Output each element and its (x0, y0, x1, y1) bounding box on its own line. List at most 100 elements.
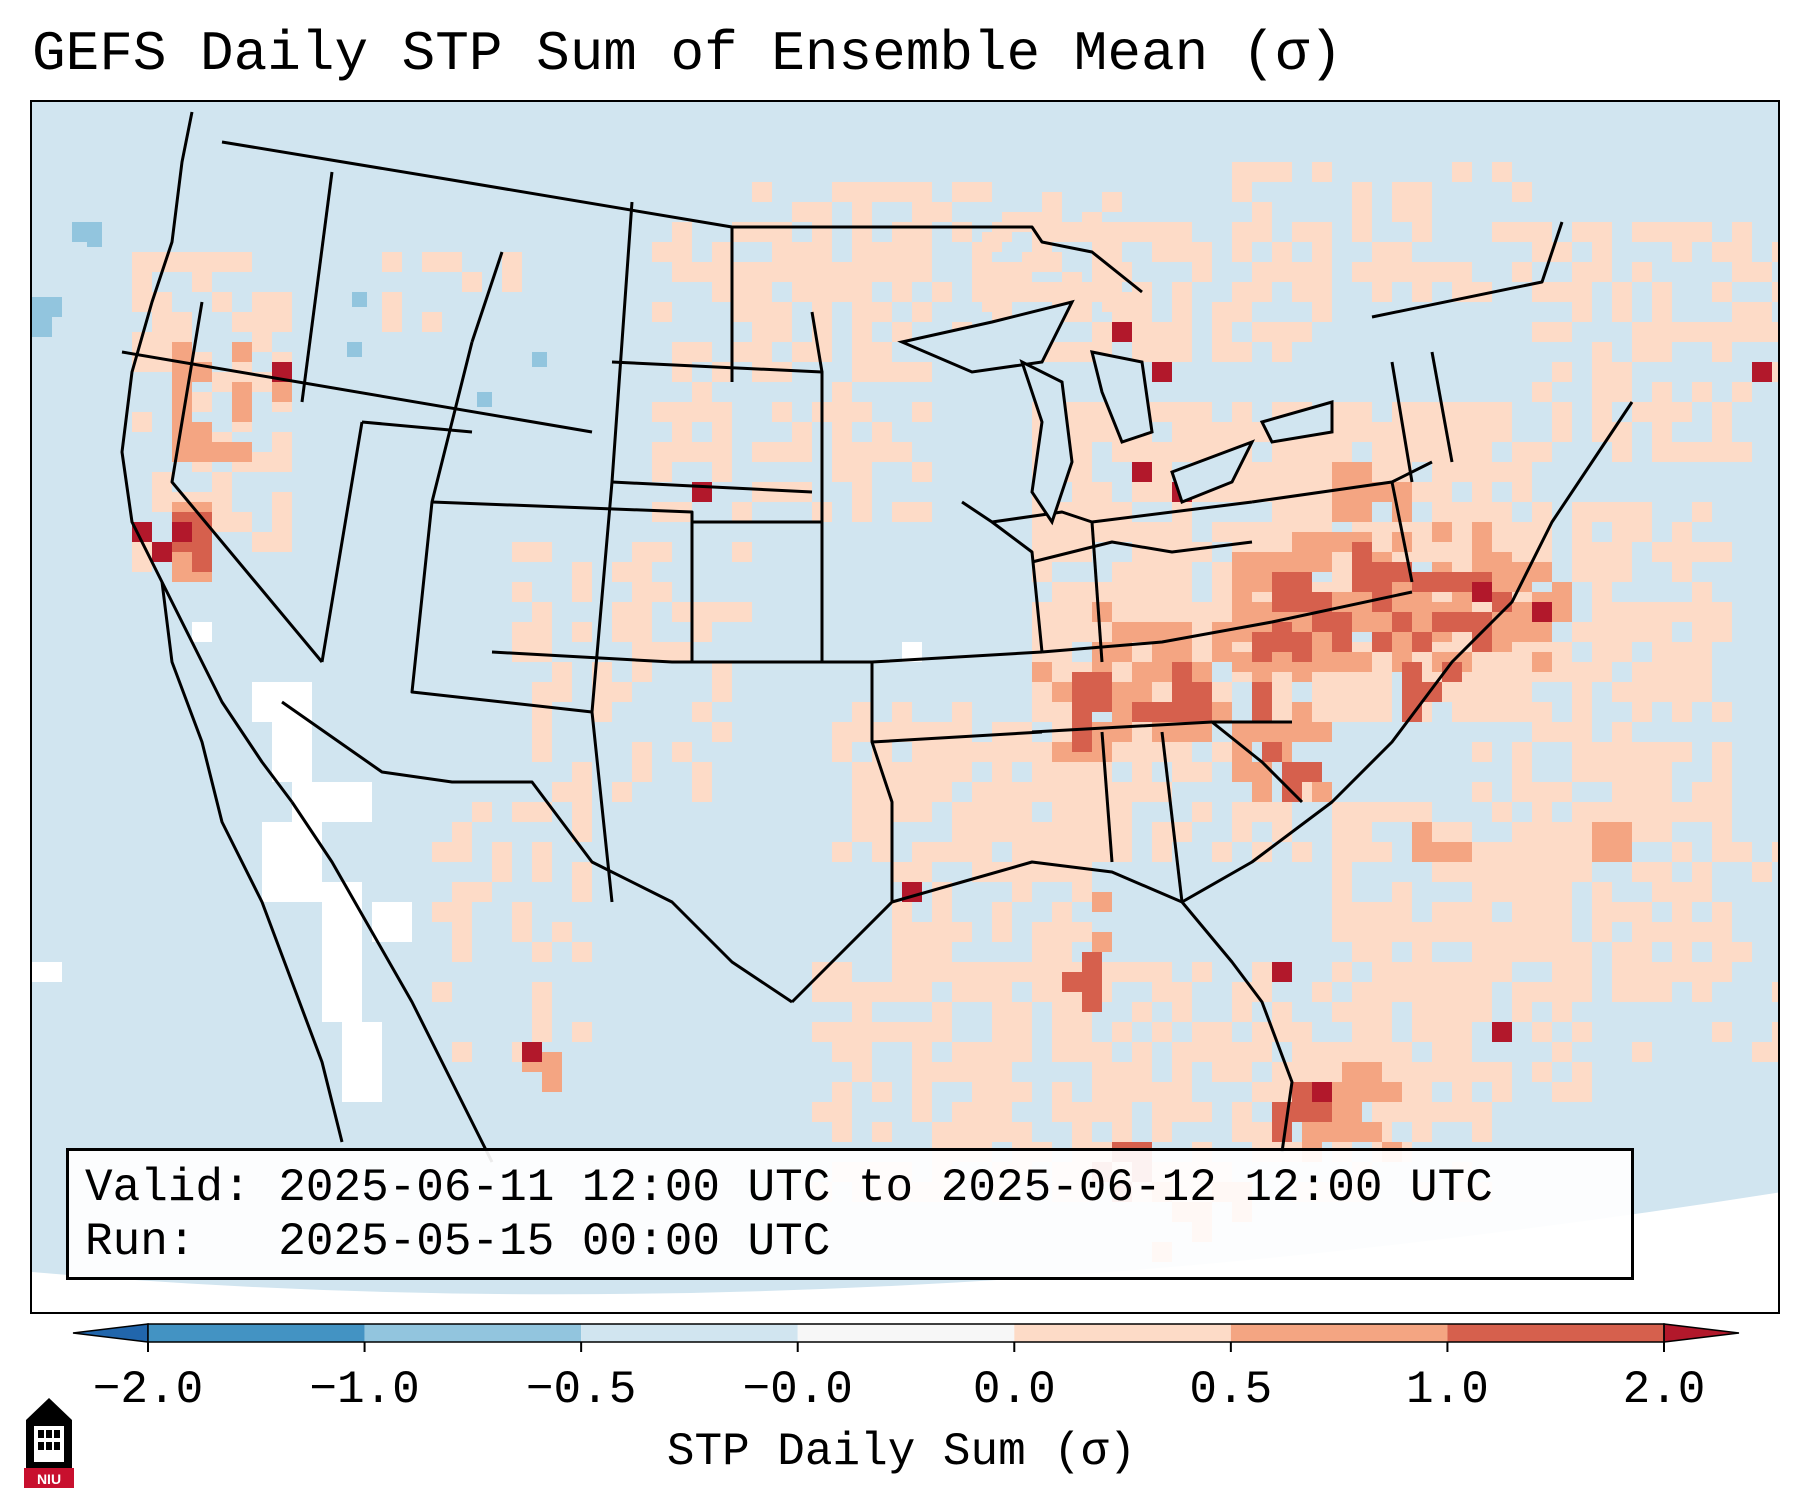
stp-cell (1372, 242, 1392, 262)
stp-cell (932, 742, 952, 762)
stp-cell (1112, 1062, 1132, 1082)
stp-cell (952, 222, 972, 242)
stp-cell (1632, 622, 1652, 642)
stp-cell (1492, 1062, 1512, 1082)
stp-cell (612, 602, 632, 622)
stp-cell (1172, 982, 1192, 1002)
stp-cell (672, 222, 692, 242)
stp-cell (812, 1102, 832, 1122)
stp-cell (1472, 502, 1492, 522)
stp-cell (572, 762, 592, 782)
stp-cell (1172, 762, 1192, 782)
stp-cell (1512, 602, 1532, 622)
stp-cell (1052, 522, 1072, 542)
stp-cell (1472, 742, 1492, 762)
stp-cell (1252, 762, 1272, 782)
stp-cell (1272, 572, 1292, 592)
stp-cell (952, 842, 972, 862)
stp-cell (1292, 722, 1312, 742)
stp-cell (1212, 842, 1232, 862)
stp-cell (1552, 842, 1572, 862)
stp-cell (1732, 242, 1752, 262)
stp-cell (732, 602, 752, 622)
stp-cell (1512, 882, 1532, 902)
stp-cell (1592, 742, 1612, 762)
stp-cell (1052, 842, 1072, 862)
stp-cell (232, 442, 252, 462)
stp-cell (1472, 522, 1492, 542)
stp-cell (1412, 572, 1432, 592)
stp-cell (1392, 592, 1412, 612)
stp-cell (1552, 322, 1572, 342)
stp-cell (272, 532, 292, 552)
stp-cell (1572, 982, 1592, 1002)
stp-cell (1552, 642, 1572, 662)
stp-cell (1652, 922, 1672, 942)
stp-cell (1272, 462, 1292, 482)
stp-cell (1252, 262, 1272, 282)
stp-cell (1042, 252, 1062, 272)
stp-cell (1092, 1102, 1112, 1122)
stp-cell (1672, 522, 1692, 542)
map-title: GEFS Daily STP Sum of Ensemble Mean (σ) (32, 22, 1343, 86)
stp-cell (982, 232, 1002, 252)
stp-cell (152, 492, 172, 512)
stp-cell (552, 782, 572, 802)
stp-cell (1472, 482, 1492, 502)
stp-cell (752, 262, 772, 282)
stp-cell (1552, 282, 1572, 302)
stp-cell (1412, 1062, 1432, 1082)
stp-cell (1192, 542, 1212, 562)
stp-cell (1372, 522, 1392, 542)
stp-cell (892, 322, 912, 342)
stp-cell (632, 602, 652, 622)
stp-cell (1172, 342, 1192, 362)
stp-cell (1612, 942, 1632, 962)
stp-cell (1112, 1102, 1132, 1122)
stp-cell (212, 512, 232, 532)
stp-cell (132, 522, 152, 542)
stp-cell (1312, 302, 1332, 322)
stp-cell (1072, 822, 1092, 842)
stp-cell (1512, 182, 1532, 202)
stp-cell (1292, 282, 1312, 302)
stp-cell (712, 602, 732, 622)
stp-cell (832, 1102, 852, 1122)
stp-cell (1232, 762, 1252, 782)
stp-cell (1652, 322, 1672, 342)
stp-cell (1592, 602, 1612, 622)
stp-cell (912, 842, 932, 862)
stp-cell (592, 702, 612, 722)
stp-cell (672, 422, 692, 442)
stp-cell (1452, 842, 1472, 862)
stp-cell (1552, 602, 1572, 622)
stp-cell (1572, 862, 1592, 882)
stp-cell (1352, 702, 1372, 722)
stp-cell (1592, 582, 1612, 602)
stp-cell (1012, 782, 1032, 802)
stp-cell (1612, 822, 1632, 842)
stp-cell (1572, 1082, 1592, 1102)
stp-cell (852, 242, 872, 262)
stp-cell (1632, 602, 1652, 622)
stp-cell (1552, 782, 1572, 802)
stp-cell (1572, 762, 1592, 782)
stp-cell (1452, 1002, 1472, 1022)
stp-cell (1432, 542, 1452, 562)
stp-cell (1712, 542, 1732, 562)
stp-cell (1572, 562, 1592, 582)
stp-cell (1572, 302, 1592, 322)
stp-cell (1012, 842, 1032, 862)
stp-cell (1072, 922, 1092, 942)
stp-cell (212, 472, 232, 492)
stp-cell (992, 1062, 1012, 1082)
stp-cell (912, 1042, 932, 1062)
stp-cell (1032, 282, 1052, 302)
stp-cell (532, 942, 552, 962)
stp-cell (912, 302, 932, 322)
stp-cell (892, 962, 912, 982)
stp-cell (1572, 722, 1592, 742)
stp-cell (1032, 962, 1052, 982)
stp-cell (1052, 1042, 1072, 1062)
stp-cell (712, 662, 732, 682)
